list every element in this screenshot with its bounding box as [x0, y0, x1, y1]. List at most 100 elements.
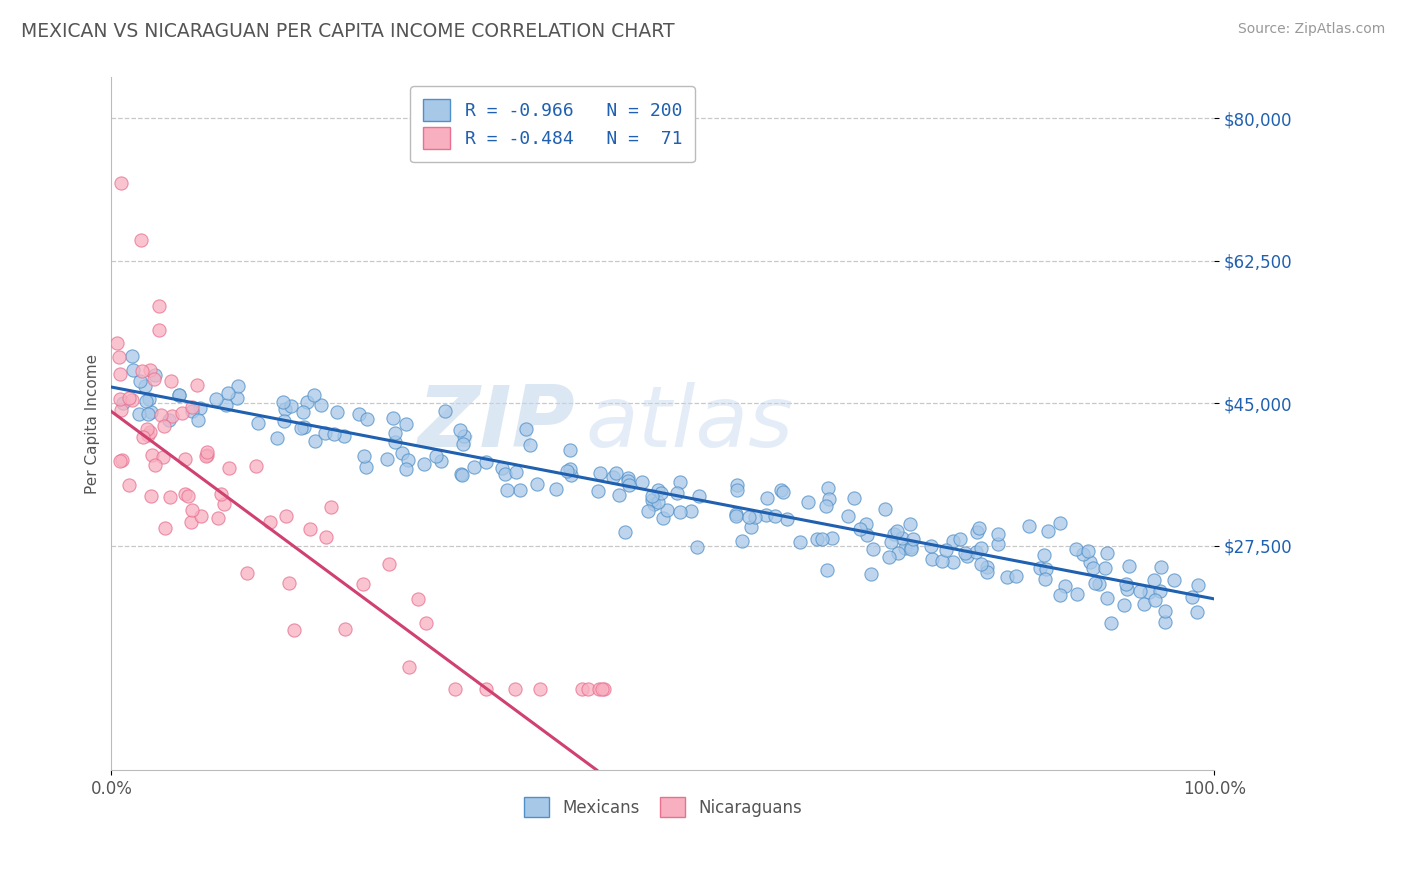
- Point: [111, 395, 134, 409]
- Point: [228, 379, 250, 393]
- Point: [630, 475, 652, 490]
- Point: [1081, 561, 1104, 575]
- Point: [1071, 547, 1094, 561]
- Point: [901, 532, 924, 546]
- Point: [1144, 593, 1167, 607]
- Point: [970, 557, 993, 571]
- Point: [136, 408, 159, 422]
- Point: [772, 484, 794, 499]
- Point: [555, 464, 578, 478]
- Point: [970, 541, 993, 556]
- Point: [273, 414, 295, 428]
- Point: [1143, 573, 1166, 587]
- Point: [921, 551, 943, 566]
- Point: [138, 392, 160, 407]
- Point: [725, 477, 748, 491]
- Point: [443, 681, 465, 696]
- Point: [314, 425, 336, 440]
- Point: [1115, 577, 1137, 591]
- Point: [873, 501, 896, 516]
- Point: [121, 350, 143, 364]
- Point: [920, 540, 942, 554]
- Point: [900, 541, 922, 556]
- Point: [451, 468, 474, 483]
- Point: [509, 483, 531, 497]
- Point: [740, 520, 762, 534]
- Point: [453, 429, 475, 443]
- Point: [134, 379, 156, 393]
- Point: [136, 427, 159, 442]
- Point: [347, 408, 370, 422]
- Point: [887, 546, 910, 560]
- Text: ZIP: ZIP: [418, 382, 575, 466]
- Point: [576, 681, 599, 696]
- Point: [529, 681, 551, 696]
- Point: [139, 425, 162, 439]
- Point: [558, 442, 581, 457]
- Point: [204, 392, 226, 406]
- Point: [266, 431, 288, 445]
- Point: [195, 444, 218, 458]
- Point: [190, 509, 212, 524]
- Point: [1154, 604, 1177, 618]
- Point: [453, 437, 475, 451]
- Point: [105, 335, 128, 350]
- Point: [560, 462, 582, 476]
- Point: [811, 533, 834, 547]
- Point: [815, 563, 838, 577]
- Point: [666, 486, 689, 500]
- Point: [1077, 544, 1099, 558]
- Point: [247, 417, 270, 431]
- Point: [194, 450, 217, 464]
- Point: [141, 405, 163, 419]
- Point: [118, 478, 141, 492]
- Point: [1099, 615, 1122, 630]
- Point: [544, 482, 567, 496]
- Point: [1095, 546, 1118, 560]
- Point: [132, 430, 155, 444]
- Point: [1133, 598, 1156, 612]
- Point: [942, 534, 965, 549]
- Point: [177, 489, 200, 503]
- Point: [956, 549, 979, 563]
- Point: [396, 453, 419, 467]
- Point: [935, 543, 957, 558]
- Point: [1004, 569, 1026, 583]
- Point: [236, 566, 259, 581]
- Point: [131, 364, 153, 378]
- Point: [837, 509, 859, 524]
- Point: [817, 481, 839, 495]
- Point: [860, 566, 883, 581]
- Point: [292, 405, 315, 419]
- Point: [335, 622, 357, 636]
- Point: [167, 388, 190, 402]
- Point: [724, 508, 747, 522]
- Point: [141, 449, 163, 463]
- Point: [647, 483, 669, 498]
- Point: [1054, 579, 1077, 593]
- Point: [128, 408, 150, 422]
- Point: [157, 413, 180, 427]
- Point: [755, 508, 778, 522]
- Point: [271, 394, 294, 409]
- Point: [378, 557, 401, 571]
- Point: [1032, 548, 1054, 562]
- Point: [143, 458, 166, 473]
- Point: [877, 550, 900, 565]
- Point: [139, 363, 162, 377]
- Point: [862, 541, 884, 556]
- Point: [953, 546, 976, 560]
- Point: [280, 399, 302, 413]
- Point: [949, 532, 972, 546]
- Point: [290, 420, 312, 434]
- Point: [384, 434, 406, 449]
- Point: [637, 504, 659, 518]
- Point: [1028, 561, 1050, 575]
- Point: [136, 422, 159, 436]
- Point: [655, 503, 678, 517]
- Point: [650, 486, 672, 500]
- Point: [121, 393, 143, 408]
- Point: [1078, 555, 1101, 569]
- Point: [738, 510, 761, 524]
- Point: [965, 545, 987, 559]
